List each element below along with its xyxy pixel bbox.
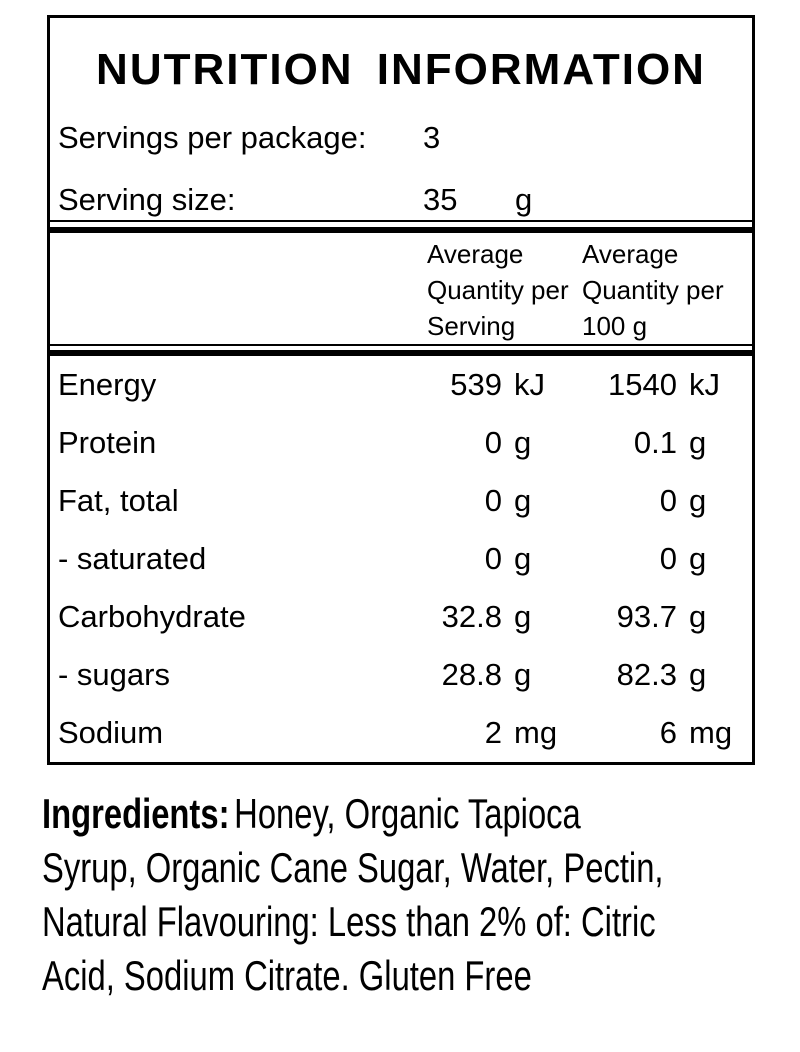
per-serving-unit: mg <box>514 715 558 750</box>
nutrient-name: - saturated <box>58 541 207 576</box>
table-row-fat-total: Fat, total 0 g 0 g <box>50 472 752 530</box>
per-serving-value: 28.8 <box>441 657 502 692</box>
table-row-energy: Energy 539 kJ 1540 kJ <box>50 356 752 414</box>
nutrient-name: Sodium <box>58 715 164 750</box>
column-header-line: 100 g <box>582 311 648 341</box>
nutrient-name: Energy <box>58 367 157 402</box>
ingredients-line: Syrup, Organic Cane Sugar, Water, Pectin… <box>42 844 664 891</box>
per-serving-unit: g <box>514 541 532 576</box>
divider-thin <box>50 220 752 222</box>
per-serving-unit: g <box>514 657 532 692</box>
servings-per-package-label: Servings per package: <box>58 120 367 155</box>
serving-size-row: Serving size: 35 g <box>50 180 752 220</box>
per-100g-unit: g <box>689 541 707 576</box>
ingredients-text: Ingredients: Honey, Organic Tapioca Syrup… <box>42 787 766 1003</box>
table-row-saturated: - saturated 0 g 0 g <box>50 530 752 588</box>
per-100g-unit: mg <box>689 715 733 750</box>
column-header-line: Quantity per <box>582 275 724 305</box>
table-row-sodium: Sodium 2 mg 6 mg <box>50 704 752 762</box>
per-100g-unit: g <box>689 425 707 460</box>
ingredients-line-text: Honey, Organic Tapioca <box>234 790 581 837</box>
ingredients-line: Acid, Sodium Citrate. Gluten Free <box>42 952 532 999</box>
per-serving-unit: g <box>514 425 532 460</box>
per-100g-value: 93.7 <box>616 599 677 634</box>
per-serving-value: 0 <box>484 541 502 576</box>
nutrient-name: Fat, total <box>58 483 179 518</box>
serving-size-unit: g <box>515 182 533 217</box>
divider-thick <box>50 350 752 356</box>
per-serving-unit: g <box>514 599 532 634</box>
per-serving-value: 2 <box>484 715 502 750</box>
nutrient-name: Protein <box>58 425 157 460</box>
per-100g-value: 1540 <box>608 367 677 402</box>
nutrient-table-body: Energy 539 kJ 1540 kJ Protein 0 g 0.1 g … <box>50 356 752 762</box>
panel-title: NUTRITION INFORMATION <box>96 45 706 94</box>
table-row-sugars: - sugars 28.8 g 82.3 g <box>50 646 752 704</box>
column-header-line: Serving <box>427 311 516 341</box>
divider-thin <box>50 344 752 346</box>
per-serving-value: 0 <box>484 483 502 518</box>
nutrient-name: - sugars <box>58 657 170 692</box>
column-header-line: Average <box>582 239 679 269</box>
divider-thick <box>50 227 752 233</box>
servings-per-package-value: 3 <box>423 120 441 155</box>
column-header-per-100g: Average Quantity per 100 g <box>582 236 744 344</box>
table-header-row: Average Quantity per Serving Average Qua… <box>50 236 752 344</box>
per-100g-unit: g <box>689 483 707 518</box>
column-header-line: Average <box>427 239 524 269</box>
per-100g-value: 0 <box>659 541 677 576</box>
column-header-per-serving: Average Quantity per Serving <box>427 236 570 344</box>
per-100g-value: 0 <box>659 483 677 518</box>
ingredients-line: Ingredients: Honey, Organic Tapioca <box>42 787 766 841</box>
per-serving-value: 0 <box>484 425 502 460</box>
per-100g-unit: kJ <box>689 367 720 402</box>
column-header-line: Quantity per <box>427 275 569 305</box>
nutrient-name: Carbohydrate <box>58 599 246 634</box>
ingredients-label: Ingredients: <box>42 790 230 837</box>
per-serving-unit: g <box>514 483 532 518</box>
per-serving-value: 539 <box>450 367 502 402</box>
ingredients-line: Natural Flavouring: Less than 2% of: Cit… <box>42 898 656 945</box>
per-100g-unit: g <box>689 599 707 634</box>
per-100g-value: 82.3 <box>616 657 677 692</box>
per-100g-value: 0.1 <box>633 425 677 460</box>
table-row-carbohydrate: Carbohydrate 32.8 g 93.7 g <box>50 588 752 646</box>
per-100g-value: 6 <box>659 715 677 750</box>
nutrition-panel: NUTRITION INFORMATION Servings per packa… <box>47 15 755 765</box>
serving-size-value: 35 <box>423 182 458 217</box>
per-serving-unit: kJ <box>514 367 545 402</box>
per-100g-unit: g <box>689 657 707 692</box>
servings-per-package-row: Servings per package: 3 <box>50 118 752 158</box>
serving-size-label: Serving size: <box>58 182 236 217</box>
table-row-protein: Protein 0 g 0.1 g <box>50 414 752 472</box>
per-serving-value: 32.8 <box>441 599 502 634</box>
